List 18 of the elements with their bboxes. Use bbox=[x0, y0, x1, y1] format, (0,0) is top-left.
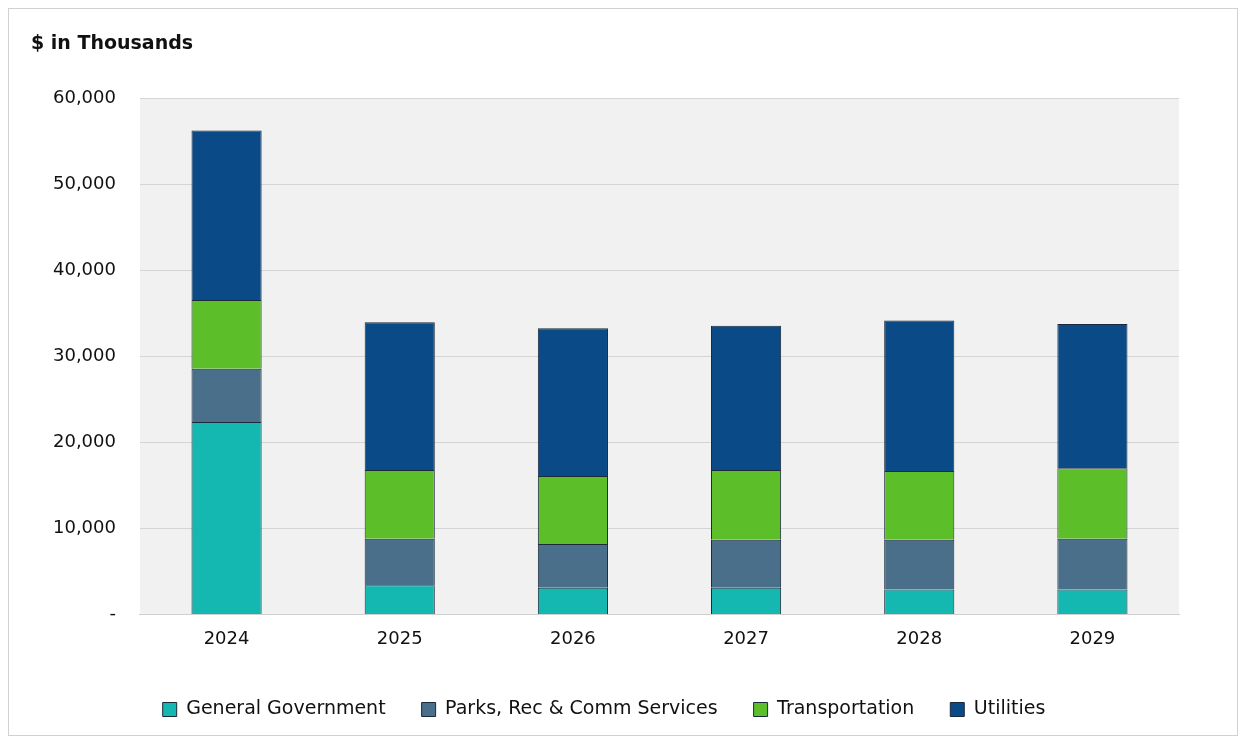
x-tick-label: 2027 bbox=[723, 626, 769, 648]
y-tick-label: - bbox=[109, 602, 116, 624]
x-tick-label: 2029 bbox=[1069, 626, 1116, 648]
y-tick-label: 20,000 bbox=[53, 430, 116, 452]
legend-label: General Government bbox=[186, 696, 386, 719]
y-tick-label: 10,000 bbox=[53, 516, 116, 538]
y-axis-title: $ in Thousands bbox=[31, 31, 194, 53]
x-tick-label: 2028 bbox=[896, 626, 943, 648]
legend-label: Parks, Rec & Comm Services bbox=[445, 696, 718, 719]
legend-label: Utilities bbox=[973, 696, 1046, 719]
y-tick-label: 60,000 bbox=[53, 86, 116, 108]
x-tick-label: 2024 bbox=[203, 626, 250, 648]
y-tick-label: 40,000 bbox=[53, 258, 116, 280]
y-tick-label: 50,000 bbox=[53, 172, 116, 194]
x-tick-label: 2025 bbox=[376, 626, 423, 648]
y-tick-label: 30,000 bbox=[53, 344, 116, 366]
legend-label: Transportation bbox=[776, 696, 915, 719]
x-tick-label: 2026 bbox=[550, 626, 596, 648]
